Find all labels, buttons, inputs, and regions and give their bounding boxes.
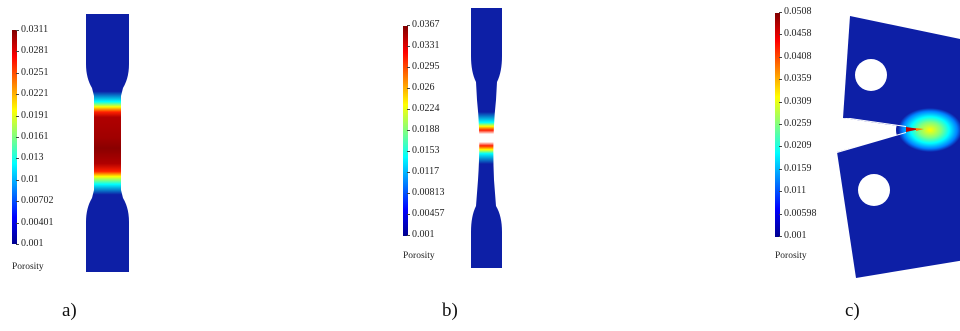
colorbar-tick-label: 0.001 — [779, 230, 807, 241]
colorbar-tick-label: 0.0309 — [779, 95, 812, 107]
colorbar-tick-label: 0.0153 — [407, 145, 440, 156]
specimen-b-body — [471, 8, 502, 268]
colorbar-tick-label: 0.0295 — [407, 61, 440, 72]
colorbar-tick-label: 0.0367 — [407, 19, 440, 30]
colorbar-tick-label: 0.0191 — [16, 109, 49, 121]
specimen-a — [86, 14, 129, 272]
colorbar-tick-label: 0.00598 — [779, 207, 817, 219]
colorbar-a-title: Porosity — [12, 262, 44, 272]
colorbar-tick-label: 0.00702 — [16, 195, 54, 207]
colorbar-tick-label: 0.0117 — [406, 166, 440, 177]
colorbar-tick-label: 0.0508 — [779, 6, 812, 17]
colorbar-tick-label: 0.011 — [778, 185, 807, 197]
colorbar-tick-label: 0.026 — [407, 82, 435, 93]
colorbar-tick-label: 0.0224 — [407, 103, 440, 114]
specimen-c-body — [837, 16, 960, 278]
caption-b: b) — [442, 300, 458, 321]
colorbar-tick-label: 0.0408 — [779, 50, 812, 62]
panel-b: 0.0367 0.0331 0.0295 0.026 0.0224 0.0188 0.015… — [320, 0, 640, 331]
colorbar-tick-label: 0.0311 — [15, 24, 49, 35]
colorbar-tick-label: 0.00401 — [16, 216, 54, 228]
colorbar-tick-label: 0.0221 — [16, 88, 49, 100]
colorbar-tick-label: 0.01 — [16, 173, 39, 185]
colorbar-b-title: Porosity — [403, 251, 435, 261]
caption-a: a) — [62, 300, 77, 321]
colorbar-tick-label: 0.0281 — [16, 45, 49, 57]
colorbar-tick-label: 0.0251 — [16, 66, 49, 78]
colorbar-tick-label: 0.00457 — [407, 208, 445, 219]
colorbar-tick-label: 0.0209 — [779, 140, 812, 152]
colorbar-tick-label: 0.0161 — [16, 131, 49, 142]
colorbar-tick-label: 0.0259 — [779, 118, 812, 129]
colorbar-tick-label: 0.0458 — [779, 28, 812, 40]
colorbar-tick-label: 0.0359 — [779, 73, 812, 85]
colorbar-c — [775, 13, 780, 237]
colorbar-tick-label: 0.00813 — [407, 187, 445, 198]
specimen-b — [471, 8, 502, 268]
colorbar-b — [403, 26, 408, 236]
caption-c: c) — [845, 300, 860, 321]
panel-a: 0.0311 0.0281 0.0251 0.0221 0.0191 0.0161 0.01… — [0, 0, 320, 331]
colorbar-tick-label: 0.0159 — [779, 162, 812, 174]
colorbar-a — [12, 30, 17, 244]
specimen-a-body — [86, 14, 129, 272]
specimen-c — [837, 16, 960, 278]
colorbar-tick-label: 0.013 — [16, 152, 44, 164]
colorbar-tick-label: 0.001 — [407, 229, 435, 240]
colorbar-tick-label: 0.0188 — [407, 124, 440, 135]
colorbar-tick-label: 0.001 — [16, 238, 44, 249]
panel-c: 0.0508 0.0458 0.0408 0.0359 0.0309 0.0259 0.02… — [640, 0, 960, 331]
colorbar-tick-label: 0.0331 — [407, 40, 440, 51]
colorbar-c-title: Porosity — [775, 251, 807, 261]
